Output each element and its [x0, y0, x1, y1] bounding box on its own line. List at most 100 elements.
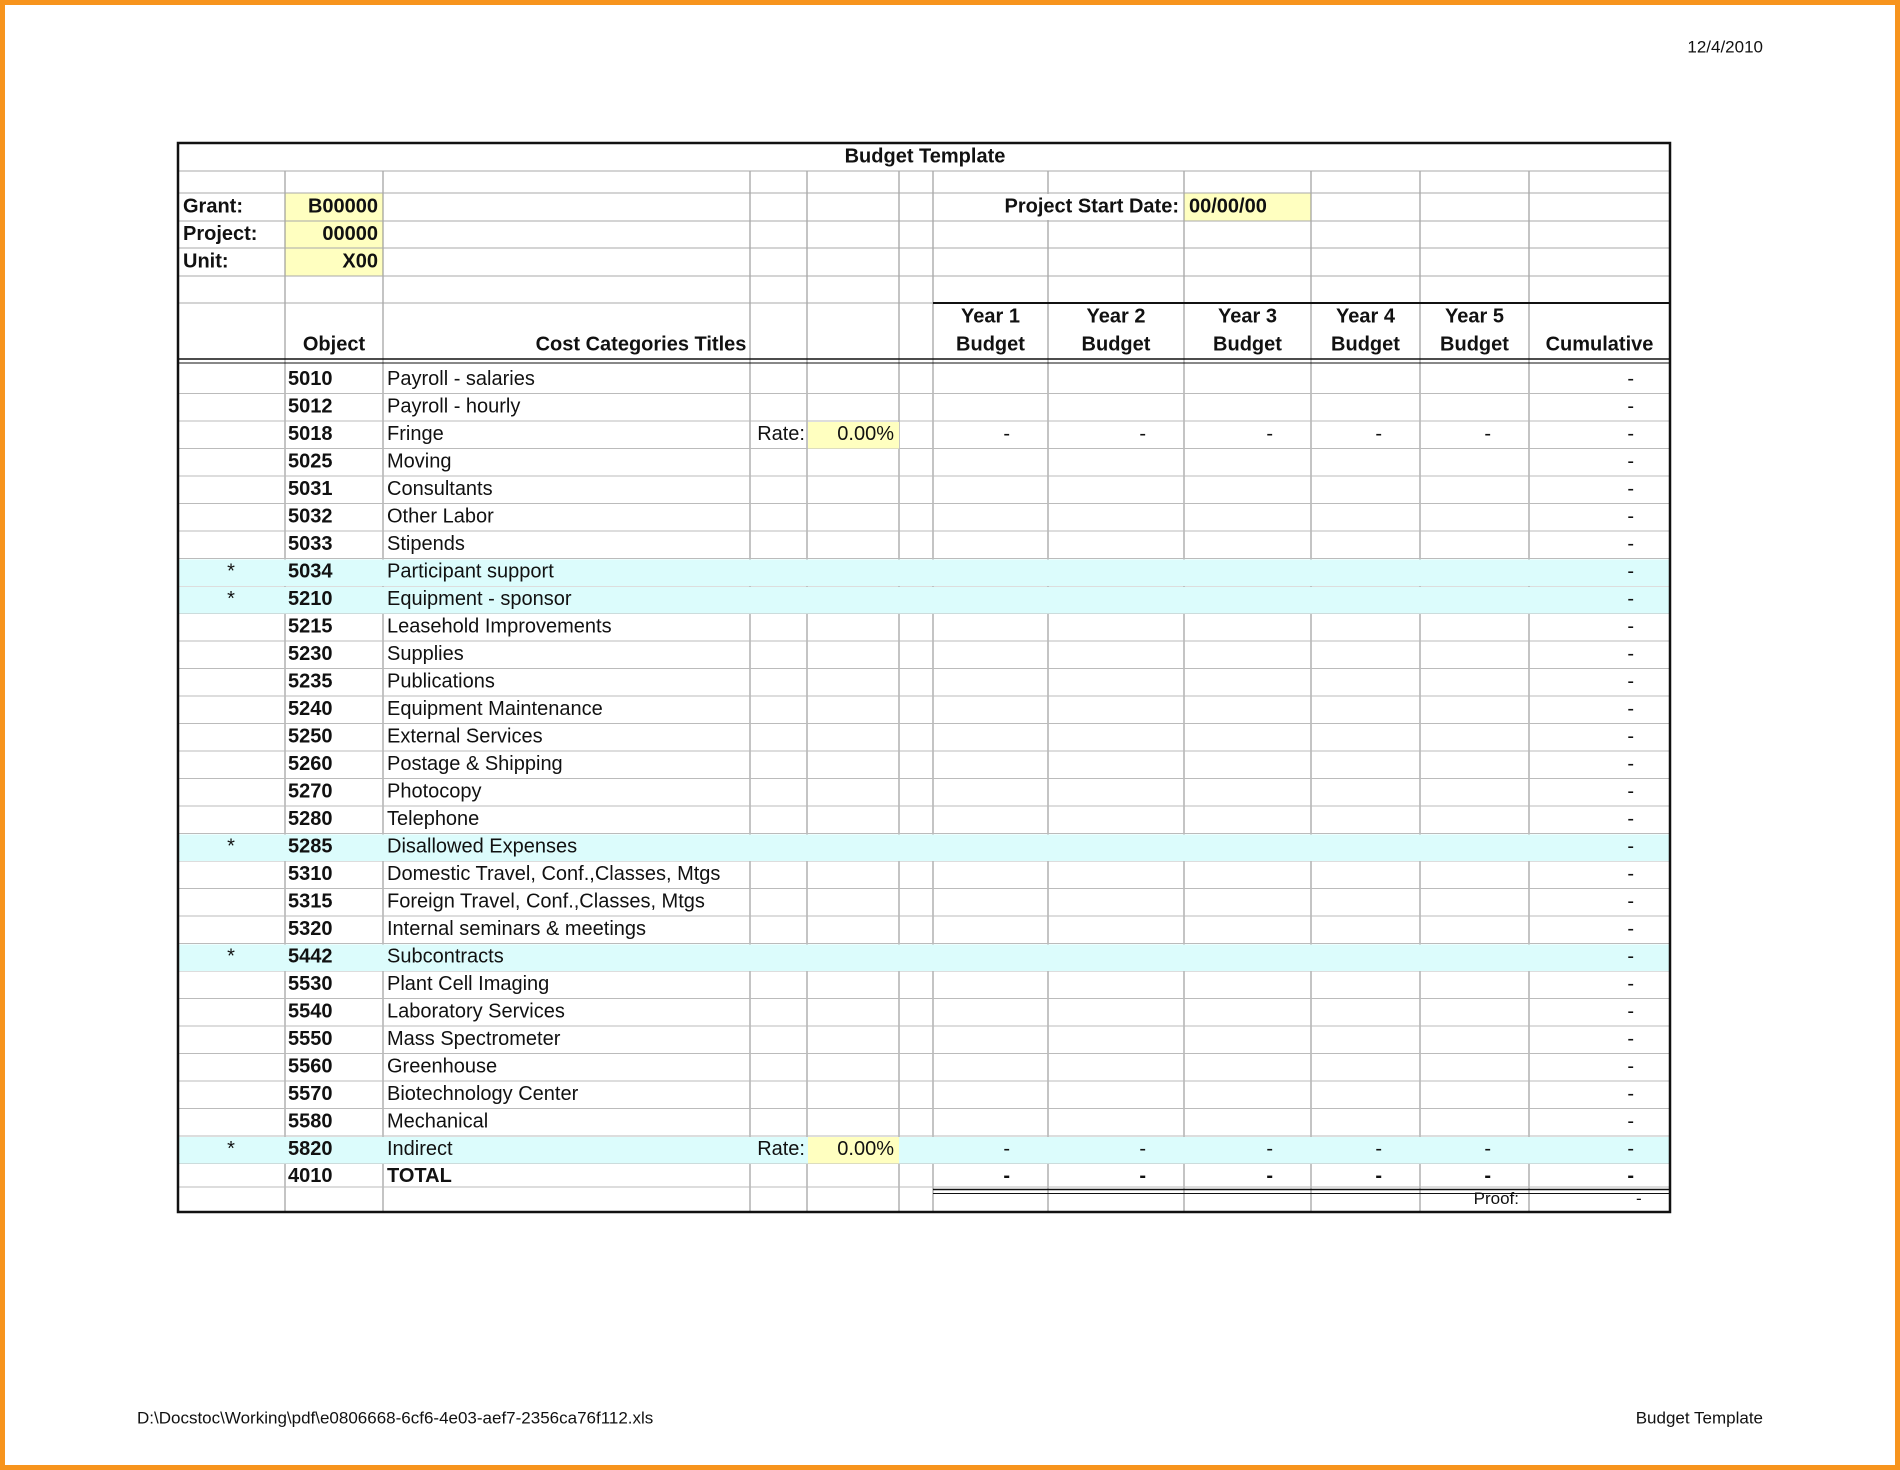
info-label: Project:	[183, 223, 257, 245]
cumulative-amount: -	[1627, 726, 1634, 748]
cumulative-amount: -	[1627, 946, 1634, 968]
object-code: 5010	[288, 368, 333, 390]
category-title: Mass Spectrometer	[387, 1028, 561, 1050]
object-code: 5550	[288, 1028, 333, 1050]
info-label: Grant:	[183, 195, 243, 217]
cumulative-amount: -	[1627, 396, 1634, 418]
year-amount: -	[1375, 423, 1382, 445]
category-title: Biotechnology Center	[387, 1083, 579, 1105]
category-title: Fringe	[387, 423, 444, 445]
category-title: Postage & Shipping	[387, 753, 563, 775]
cumulative-amount: -	[1627, 506, 1634, 528]
year-amount: -	[1266, 423, 1273, 445]
object-code: 5315	[288, 891, 333, 913]
info-label: Unit:	[183, 250, 229, 272]
category-title: Photocopy	[387, 781, 482, 803]
column-header: Cost Categories Titles	[536, 333, 747, 355]
info-value: X00	[342, 250, 378, 272]
object-code: 5310	[288, 863, 333, 885]
object-code: 5442	[288, 946, 333, 968]
object-code: 5270	[288, 781, 333, 803]
category-title: Stipends	[387, 533, 465, 555]
rate-label: Rate:	[757, 423, 805, 445]
print-date: 12/4/2010	[1687, 37, 1763, 56]
cumulative-amount: -	[1627, 1056, 1634, 1078]
row-mark: *	[227, 561, 235, 583]
object-code: 5230	[288, 643, 333, 665]
object-code: 5031	[288, 478, 333, 500]
year-amount: -	[1003, 423, 1010, 445]
object-code: 5033	[288, 533, 333, 555]
year-amount: -	[1484, 1138, 1491, 1160]
table-border	[176, 141, 1672, 1214]
input-cell	[1184, 193, 1311, 221]
highlight-row	[179, 587, 1669, 614]
category-title: Payroll - salaries	[387, 368, 535, 390]
cumulative-amount: -	[1627, 698, 1634, 720]
object-code: 5240	[288, 698, 333, 720]
cumulative-amount: -	[1627, 1111, 1634, 1133]
cumulative-amount: -	[1627, 588, 1634, 610]
info-value: 00000	[322, 223, 378, 245]
proof-value: -	[1636, 1189, 1642, 1208]
category-title: Equipment Maintenance	[387, 698, 603, 720]
category-title: Payroll - hourly	[387, 396, 520, 418]
rate-value: 0.00%	[837, 1138, 894, 1160]
budget-header: Budget	[1213, 333, 1282, 355]
object-code: 5820	[288, 1138, 333, 1160]
column-header: Object	[303, 333, 366, 355]
cumulative-amount: -	[1627, 918, 1634, 940]
cumulative-amount: -	[1627, 863, 1634, 885]
category-title: Telephone	[387, 808, 479, 830]
year-amount: -	[1266, 1138, 1273, 1160]
footer-title: Budget Template	[1636, 1408, 1763, 1427]
category-title: External Services	[387, 726, 543, 748]
category-title: TOTAL	[387, 1165, 452, 1187]
budget-header: Budget	[1082, 333, 1151, 355]
object-code: 5320	[288, 918, 333, 940]
cumulative-amount: -	[1627, 973, 1634, 995]
object-code: 5018	[288, 423, 333, 445]
category-title: Other Labor	[387, 506, 494, 528]
category-title: Leasehold Improvements	[387, 616, 612, 638]
category-title: Indirect	[387, 1138, 453, 1160]
year-header: Year 3	[1218, 305, 1277, 327]
object-code: 5280	[288, 808, 333, 830]
category-title: Participant support	[387, 561, 554, 583]
cumulative-amount: -	[1627, 836, 1634, 858]
category-title: Equipment - sponsor	[387, 588, 572, 610]
rate-value: 0.00%	[837, 423, 894, 445]
category-title: Laboratory Services	[387, 1001, 565, 1023]
column-header: Cumulative	[1546, 333, 1654, 355]
rate-label: Rate:	[757, 1138, 805, 1160]
budget-header: Budget	[1331, 333, 1400, 355]
category-title: Supplies	[387, 643, 464, 665]
year-amount: -	[1003, 1165, 1010, 1187]
proof-label: Proof:	[1474, 1189, 1519, 1208]
cumulative-amount: -	[1627, 616, 1634, 638]
cumulative-amount: -	[1627, 1028, 1634, 1050]
category-title: Subcontracts	[387, 946, 504, 968]
cumulative-amount: -	[1627, 671, 1634, 693]
category-title: Plant Cell Imaging	[387, 973, 549, 995]
category-title: Greenhouse	[387, 1056, 497, 1078]
cumulative-amount: -	[1627, 781, 1634, 803]
cumulative-amount: -	[1627, 753, 1634, 775]
input-cell	[808, 422, 899, 449]
cumulative-amount: -	[1627, 451, 1634, 473]
cumulative-amount: -	[1627, 1083, 1634, 1105]
category-title: Publications	[387, 671, 495, 693]
object-code: 5032	[288, 506, 333, 528]
category-title: Internal seminars & meetings	[387, 918, 646, 940]
cumulative-amount: -	[1627, 1001, 1634, 1023]
object-code: 5210	[288, 588, 333, 610]
cumulative-amount: -	[1627, 533, 1634, 555]
highlight-row	[179, 1137, 1669, 1164]
highlight-row	[179, 559, 1669, 586]
year-amount: -	[1139, 1138, 1146, 1160]
budget-header: Budget	[1440, 333, 1509, 355]
year-header: Year 4	[1336, 305, 1396, 327]
year-header: Year 1	[961, 305, 1020, 327]
year-amount: -	[1484, 423, 1491, 445]
